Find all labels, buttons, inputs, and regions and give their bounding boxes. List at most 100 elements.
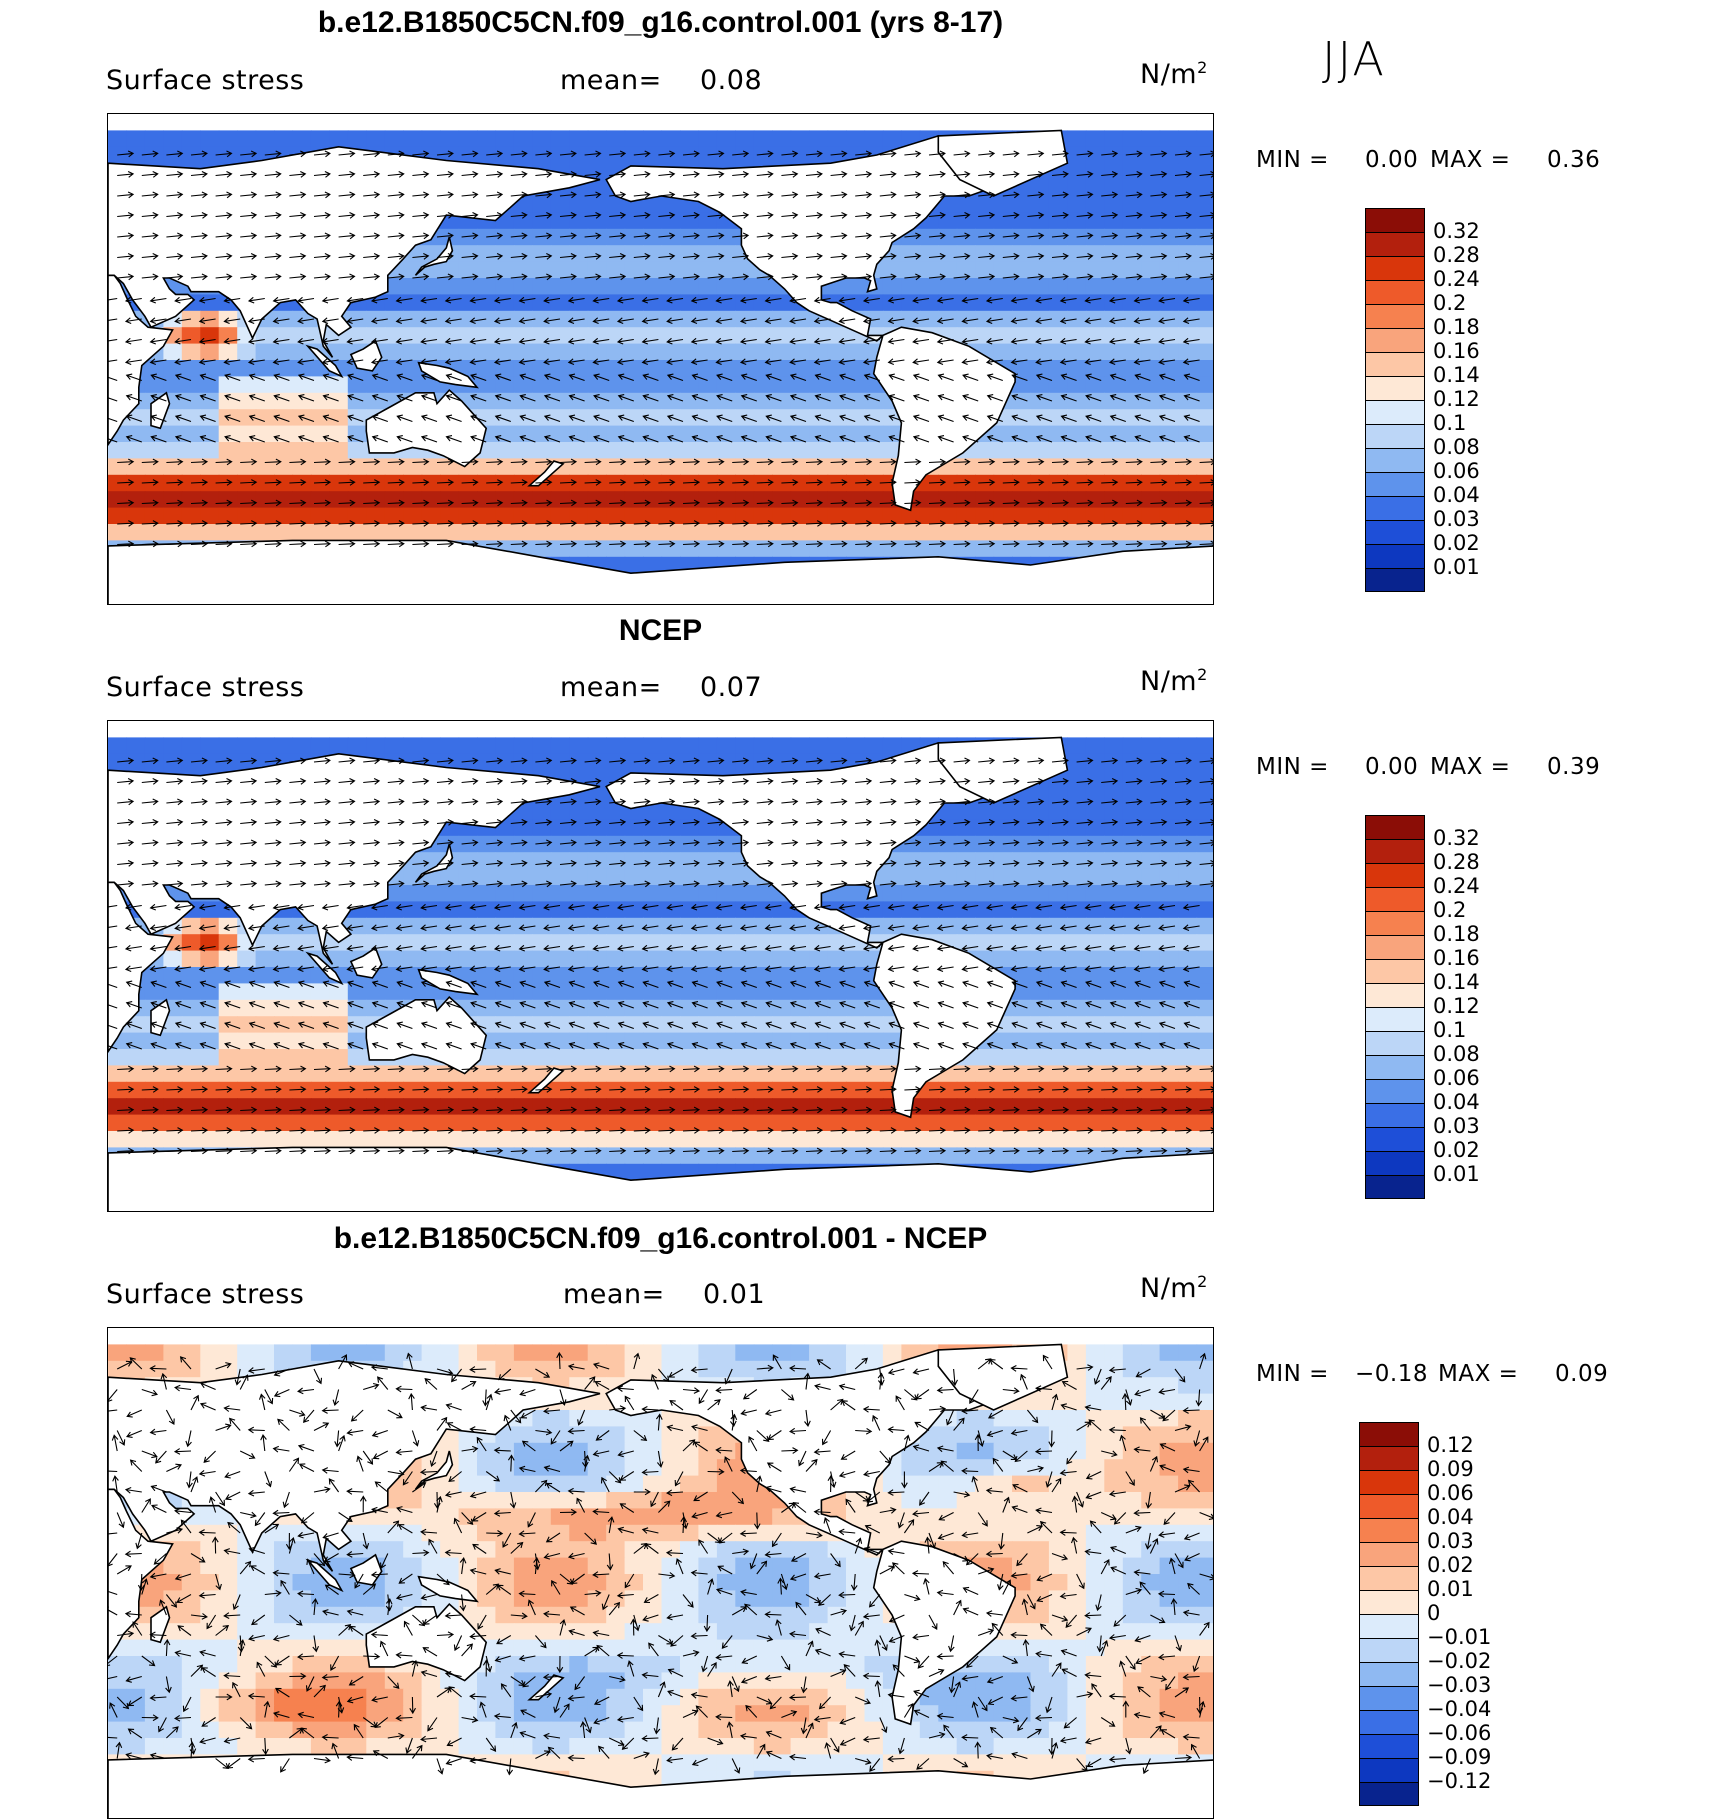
field-cell xyxy=(919,540,939,558)
field-cell xyxy=(882,507,902,525)
stress-vector xyxy=(617,414,634,423)
field-cell xyxy=(735,1098,755,1116)
stress-vector xyxy=(764,296,782,304)
field-cell xyxy=(1030,852,1050,870)
stress-vector xyxy=(1010,296,1028,304)
field-cell xyxy=(126,474,146,492)
field-cell xyxy=(1012,261,1032,279)
field-cell xyxy=(440,917,460,935)
colorbar-swatch xyxy=(1365,400,1425,424)
stress-vector xyxy=(1125,458,1143,466)
field-cell xyxy=(809,967,829,984)
stress-vector xyxy=(559,520,578,527)
field-cell xyxy=(495,1016,515,1034)
field-cell xyxy=(938,507,958,525)
field-cell xyxy=(366,1114,386,1132)
field-cell xyxy=(716,409,736,427)
stress-vector xyxy=(240,253,258,260)
field-cell xyxy=(624,540,644,558)
stress-vector xyxy=(223,358,241,366)
stress-vector xyxy=(420,394,438,402)
field-cell xyxy=(569,901,589,919)
field-cell xyxy=(329,737,349,755)
field-cell xyxy=(440,130,460,148)
field-cell xyxy=(901,540,921,558)
field-cell xyxy=(108,491,128,509)
stress-vector xyxy=(830,273,848,281)
stress-vector xyxy=(387,232,405,240)
field-cell xyxy=(587,425,607,443)
stress-vector xyxy=(584,253,602,260)
field-cell xyxy=(624,392,644,410)
field-cell xyxy=(956,245,976,263)
stress-vector xyxy=(1150,499,1168,507)
stress-vector xyxy=(904,458,922,466)
field-cell xyxy=(1196,425,1213,443)
field-cell xyxy=(1085,228,1105,246)
field-cell xyxy=(1122,868,1142,886)
field-cell xyxy=(274,737,294,755)
field-cell xyxy=(384,950,404,968)
field-cell xyxy=(200,409,220,427)
field-cell xyxy=(1104,983,1124,1001)
field-cell xyxy=(477,458,497,476)
field-cell xyxy=(901,868,921,886)
field-cell xyxy=(1104,343,1124,361)
field-cell xyxy=(181,967,201,984)
stress-vector xyxy=(567,317,585,325)
field-cell xyxy=(108,1049,128,1066)
stress-vector xyxy=(289,778,307,785)
field-cell xyxy=(753,983,773,1001)
field-cell xyxy=(680,409,700,427)
field-cell xyxy=(680,737,700,755)
field-cell xyxy=(864,1114,884,1132)
field-cell xyxy=(698,409,718,427)
field-cell xyxy=(1178,425,1198,443)
field-cell xyxy=(1067,524,1087,541)
field-cell xyxy=(587,212,607,230)
field-cell xyxy=(550,327,570,345)
field-cell xyxy=(1196,458,1213,476)
stress-vector xyxy=(1060,394,1077,402)
field-cell xyxy=(1030,1049,1050,1066)
field-cell xyxy=(680,442,700,459)
stress-vector xyxy=(347,373,364,382)
field-cell xyxy=(735,967,755,984)
stress-vector xyxy=(510,458,528,466)
stress-vector xyxy=(174,358,192,366)
field-cell xyxy=(1196,868,1213,886)
field-cell xyxy=(403,524,423,541)
field-cell xyxy=(698,1098,718,1116)
field-cell xyxy=(181,524,201,541)
stress-vector xyxy=(781,458,799,466)
stress-vector xyxy=(609,212,627,219)
stress-vector xyxy=(1035,358,1053,366)
field-cell xyxy=(790,540,810,558)
field-cell xyxy=(680,983,700,1001)
field-cell xyxy=(716,261,736,279)
field-cell xyxy=(513,327,533,345)
stress-vector xyxy=(461,232,479,240)
field-cell xyxy=(1048,786,1068,804)
stress-vector xyxy=(756,273,774,281)
field-cell xyxy=(310,983,330,1001)
field-cell xyxy=(587,442,607,459)
stress-vector xyxy=(1174,479,1193,486)
field-cell xyxy=(587,376,607,394)
panel-1-max-label: MAX = xyxy=(1430,147,1511,173)
field-cell xyxy=(956,278,976,295)
field-cell xyxy=(108,737,128,755)
field-cell xyxy=(1178,212,1198,230)
stress-vector xyxy=(1027,171,1045,178)
stress-vector xyxy=(166,212,184,219)
field-cell xyxy=(440,737,460,755)
stress-vector xyxy=(862,296,880,304)
field-cell xyxy=(735,458,755,476)
field-cell xyxy=(1122,310,1142,328)
field-cell xyxy=(1104,1114,1124,1132)
field-cell xyxy=(1030,1114,1050,1132)
field-cell xyxy=(680,1016,700,1034)
field-cell xyxy=(606,868,626,886)
field-cell xyxy=(901,261,921,279)
stress-vector xyxy=(863,373,880,382)
